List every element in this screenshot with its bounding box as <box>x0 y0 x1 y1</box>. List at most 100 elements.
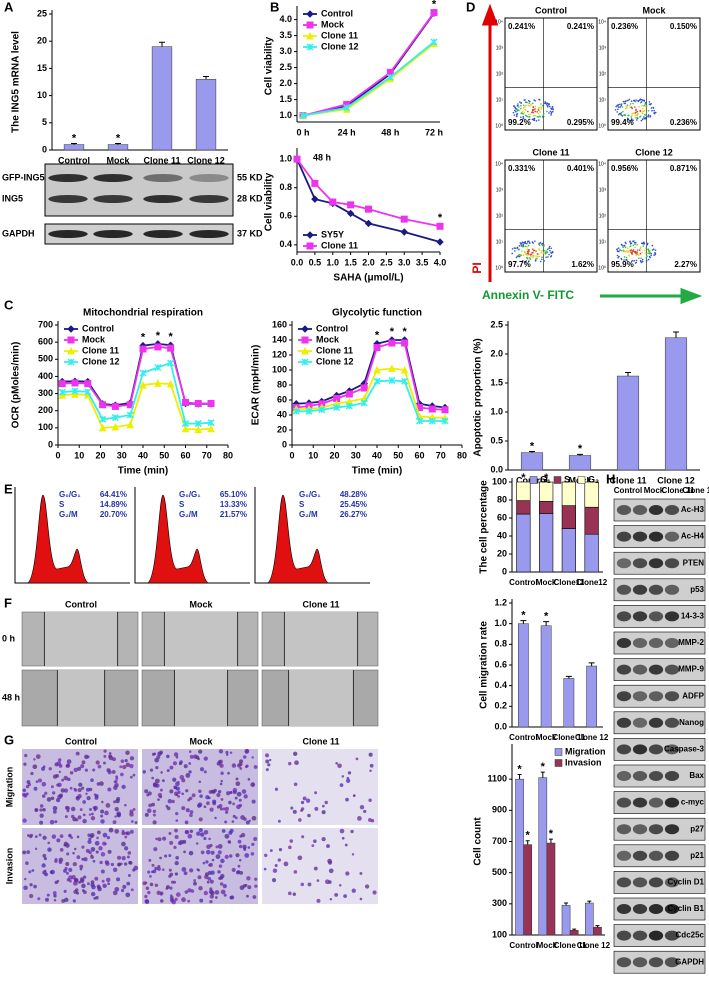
event-dot <box>534 105 537 108</box>
event-dot <box>617 250 619 252</box>
blot-band <box>616 957 632 968</box>
marker <box>333 403 341 412</box>
cell-dot <box>345 797 349 802</box>
cell-dot <box>193 881 197 886</box>
event-dot <box>647 258 650 261</box>
cell-dot <box>37 897 41 901</box>
cell-dot <box>174 834 179 839</box>
cell-dot <box>113 785 118 791</box>
event-dot <box>526 115 529 118</box>
cell-dot <box>164 854 168 858</box>
cell-dot <box>199 767 205 772</box>
marker <box>373 377 381 385</box>
axis-tick-label: 10⁰ <box>598 265 606 271</box>
cell-dot <box>39 804 44 808</box>
quadrant-value: 0.956% <box>611 164 638 173</box>
event-dot <box>516 105 519 107</box>
cell-dot <box>247 778 251 781</box>
cell-dot <box>355 757 359 761</box>
event-dot <box>547 106 549 108</box>
blot-band <box>648 877 664 888</box>
event-dot <box>549 105 551 108</box>
x-axis-label: SAHA (μmol/L) <box>333 273 403 284</box>
event-dot <box>523 112 526 114</box>
event-dot <box>528 102 531 105</box>
bar <box>520 452 544 471</box>
event-dot <box>518 255 521 258</box>
quadrant-value: 2.27% <box>674 260 697 269</box>
event-dot <box>654 111 657 114</box>
x-tick-label: 80 <box>457 450 467 460</box>
event-dot <box>647 109 650 112</box>
cell-dot <box>102 832 108 838</box>
blot-band <box>616 744 632 755</box>
error-bar <box>529 450 535 453</box>
event-dot <box>640 242 643 245</box>
cell-dot <box>33 786 38 791</box>
cell-dot <box>300 800 305 805</box>
cell-dot <box>50 785 54 789</box>
event-dot <box>525 101 527 104</box>
blot-label: ING5 <box>2 193 23 203</box>
cell-dot <box>90 855 94 859</box>
cell-dot <box>52 805 58 811</box>
cell-dot <box>43 857 47 861</box>
cell-dot <box>73 889 78 894</box>
cell-dot <box>198 828 203 833</box>
blot-band <box>632 771 648 781</box>
cell-dot <box>181 897 186 903</box>
cell-dot <box>168 868 172 872</box>
cell-dot <box>237 839 242 844</box>
cell-dot <box>292 809 297 814</box>
event-dot <box>622 100 625 103</box>
cell-dot <box>153 847 158 852</box>
cell-dot <box>81 760 86 765</box>
blot-band <box>189 195 229 203</box>
cell-dot <box>107 882 110 886</box>
blot-band <box>632 904 648 914</box>
cell-dot <box>105 861 110 866</box>
cell-dot <box>72 851 75 855</box>
y-tick-label: 300 <box>492 898 507 908</box>
y-tick-label: 60 <box>497 512 507 522</box>
significance: * <box>390 326 395 338</box>
event-dot <box>625 105 627 107</box>
cell-dot <box>125 750 130 755</box>
blot-band <box>632 611 648 622</box>
event-dot <box>534 110 537 113</box>
cell-dot <box>325 879 330 885</box>
cell-dot <box>239 885 245 891</box>
event-dot <box>636 243 638 246</box>
cell-dot <box>87 882 90 886</box>
cell-dot <box>59 848 64 852</box>
blot-label: Nanog <box>679 718 704 727</box>
event-dot <box>638 257 640 259</box>
bar-segment <box>516 500 531 515</box>
blot-band <box>616 850 632 861</box>
x-tick-label: 50 <box>393 450 403 460</box>
cell-dot <box>159 795 163 799</box>
x-axis-label: Time (min) <box>118 466 168 477</box>
cell-dot <box>73 787 77 791</box>
cell-dot <box>316 898 321 903</box>
event-dot <box>649 115 652 117</box>
blot-label: Cyclin D1 <box>668 878 705 887</box>
marker <box>400 228 408 236</box>
event-dot <box>527 253 530 255</box>
cell-dot <box>79 808 83 812</box>
cell-dot <box>73 847 77 851</box>
event-dot <box>635 254 638 257</box>
cell-dot <box>200 850 205 855</box>
blot-band <box>648 930 664 941</box>
cell-dot <box>100 852 106 857</box>
cell-dot <box>79 864 84 869</box>
event-dot <box>537 109 540 111</box>
marker <box>345 402 353 410</box>
cell-dot <box>265 768 269 772</box>
cell-dot <box>246 876 251 881</box>
cell-dot <box>334 892 339 897</box>
cell-dot <box>183 764 188 769</box>
blot-band <box>632 850 648 861</box>
cell-dot <box>107 849 112 854</box>
event-dot <box>531 248 534 251</box>
